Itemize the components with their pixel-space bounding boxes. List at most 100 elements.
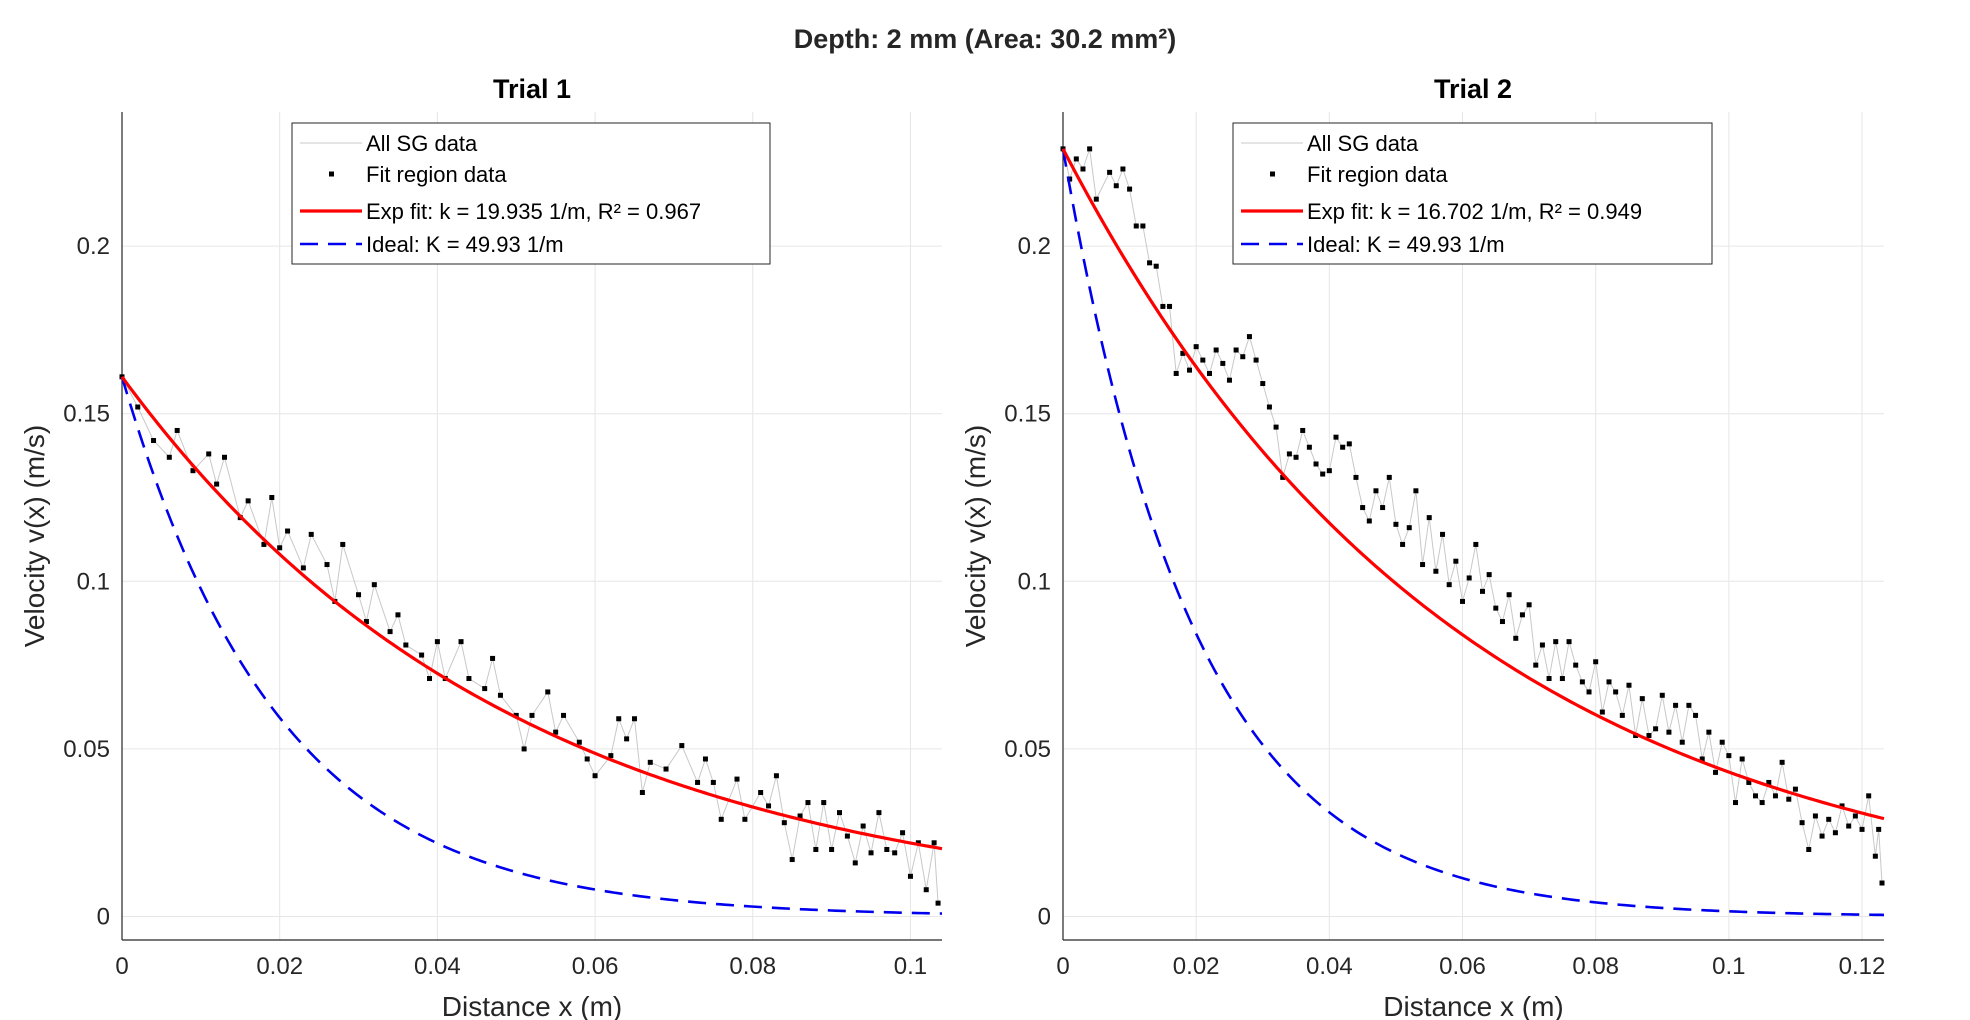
fit-region-point [434, 639, 440, 645]
x-tick-label: 0.1 [1712, 953, 1745, 980]
fit-region-point [1693, 712, 1699, 718]
fit-region-point [647, 759, 653, 765]
y-axis-label: Velocity v(x) (m/s) [960, 425, 991, 647]
legend-ideal-label: Ideal: K = 49.93 1/m [1307, 232, 1505, 257]
fit-region-point [1326, 468, 1332, 474]
fit-region-point [1493, 605, 1499, 611]
fit-region-point [261, 541, 267, 547]
fit-region-point [419, 652, 425, 658]
fit-region-point [1713, 769, 1719, 775]
fit-region-point [1433, 568, 1439, 574]
fit-region-point [214, 481, 220, 487]
fit-region-point [734, 776, 740, 782]
fit-region-point [679, 743, 685, 749]
fit-region-point [1093, 196, 1099, 202]
fit-region-point [1859, 826, 1865, 832]
fit-region-point [1353, 474, 1359, 480]
fit-region-point [1486, 572, 1492, 578]
fit-region-point [632, 716, 637, 722]
fit-region-point [371, 582, 377, 588]
fit-region-point [387, 629, 393, 635]
y-tick-label: 0 [97, 904, 110, 931]
fit-region-point [1613, 689, 1619, 695]
fit-region-point [766, 803, 772, 809]
fit-region-point [190, 468, 196, 474]
fit-region-point [1373, 488, 1379, 494]
fit-region-point [1147, 260, 1153, 266]
fit-region-point [876, 810, 882, 816]
fit-region-point [427, 676, 432, 682]
fit-region-point [624, 736, 630, 742]
fit-region-point [852, 860, 858, 866]
x-tick-label: 0.04 [1306, 953, 1353, 980]
fit-region-point [1140, 223, 1146, 229]
legend-all-sg-label: All SG data [1307, 131, 1419, 156]
fit-region-point [773, 773, 779, 779]
exp-fit-curve [1061, 148, 1885, 821]
fit-region-point [1273, 424, 1279, 430]
fit-region-point [1173, 370, 1179, 376]
fit-region-point [718, 816, 724, 822]
fit-region-point [1167, 303, 1173, 309]
exp-fit-curve [120, 375, 943, 851]
fit-region-point [1759, 800, 1765, 806]
fit-region-point [1819, 833, 1825, 839]
legend: All SG data Fit region data Exp fit: k = 1… [291, 122, 771, 265]
fit-region-point [1260, 381, 1266, 387]
fit-region-point [1406, 525, 1412, 531]
fit-region-point [1233, 347, 1239, 353]
fit-region-point [1386, 474, 1392, 480]
fit-region-point [935, 900, 941, 906]
fit-region-point [1153, 263, 1159, 269]
fit-region-point [608, 753, 614, 759]
fit-region-point [1506, 592, 1512, 598]
fit-region-point [900, 830, 906, 836]
trial-1-title: Trial 1 [493, 74, 571, 104]
fit-region-point [1226, 377, 1232, 383]
fit-region-point [821, 800, 827, 806]
fit-region-point [1266, 404, 1272, 410]
fit-region-point [521, 746, 527, 752]
figure-title: Depth: 2 mm (Area: 30.2 mm²) [794, 24, 1177, 54]
fit-region-point [1127, 186, 1133, 192]
fit-region-point [545, 689, 551, 695]
fit-region-point [166, 454, 172, 460]
fit-region-point [837, 810, 842, 816]
fit-region-point [1360, 505, 1366, 511]
fit-region-point [513, 712, 519, 718]
fit-region-point [663, 766, 669, 772]
fit-region-point [1160, 303, 1166, 309]
fit-region-point [1792, 786, 1798, 792]
fit-region-point [1866, 793, 1872, 799]
fit-region-point [844, 833, 850, 839]
fit-region-point [592, 773, 598, 779]
fit-region-point [805, 800, 811, 806]
fit-region-point [1313, 461, 1319, 467]
fit-region-point [1606, 679, 1612, 685]
fit-region-point [1286, 451, 1292, 457]
ideal-curve [120, 376, 943, 915]
fit-region-point [868, 850, 874, 856]
x-tick-label: 0.06 [1439, 953, 1486, 980]
legend-fit-region-label: Fit region data [1307, 162, 1448, 187]
x-tick-label: 0.08 [1572, 953, 1619, 980]
fit-region-point [269, 495, 275, 501]
fit-region-point [1876, 826, 1882, 832]
fit-region-point [576, 739, 582, 745]
fit-region-point [923, 887, 929, 893]
fit-region-point [1593, 659, 1599, 665]
fit-region-point [1087, 146, 1093, 152]
fit-region-point [742, 816, 748, 822]
legend-fit-region-swatch [329, 171, 334, 177]
fit-region-point [931, 840, 937, 846]
ideal-curve [1061, 148, 1885, 917]
fit-region-point [1746, 779, 1752, 785]
x-tick-label: 0.02 [1173, 953, 1220, 980]
legend-box [1232, 122, 1713, 265]
fit-region-point [1413, 488, 1419, 494]
fit-region-point [1679, 739, 1685, 745]
fit-region-point [1280, 474, 1286, 480]
fit-region-point [1879, 880, 1885, 886]
fit-region-point [1306, 444, 1312, 450]
